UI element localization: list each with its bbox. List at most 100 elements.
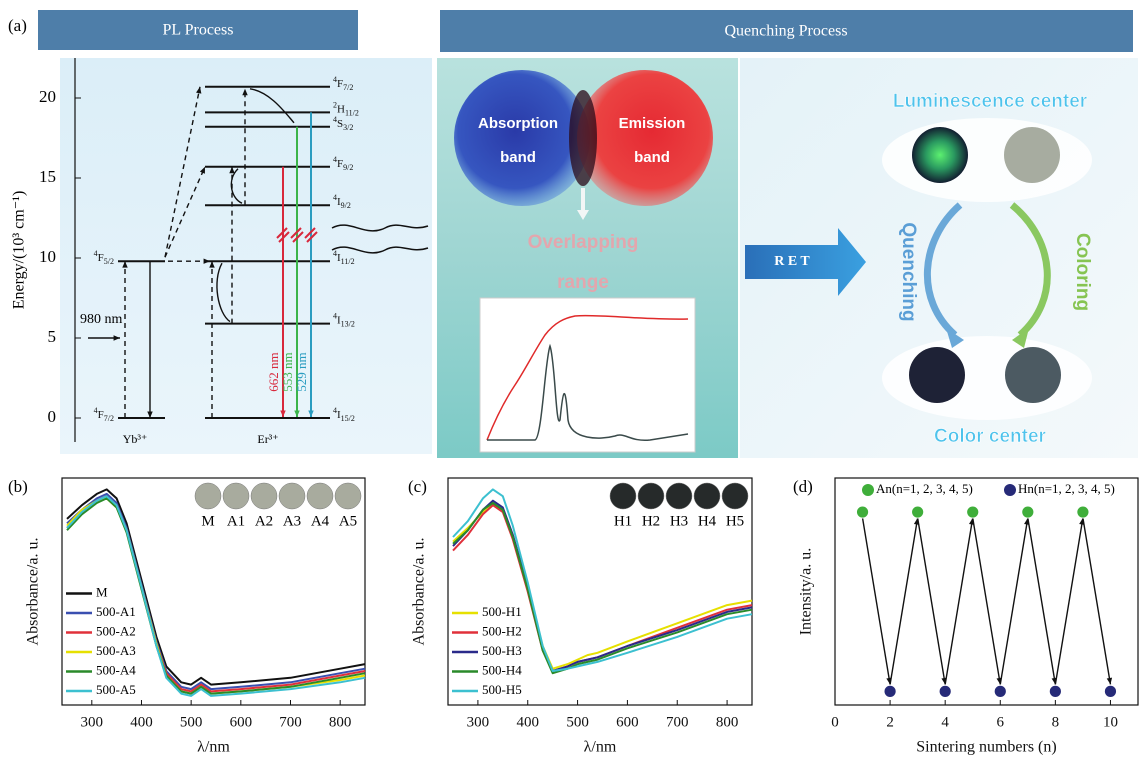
legend-label: 500-A4 — [96, 662, 136, 677]
legend-label: An(n=1, 2, 3, 4, 5) — [876, 481, 973, 496]
band-label: band — [634, 149, 670, 166]
panel-label: (d) — [793, 477, 813, 496]
sample-disc — [610, 483, 636, 509]
level-sub: 7/2 — [104, 414, 114, 423]
sample-label: H1 — [614, 513, 632, 529]
level-sub: 9/2 — [343, 163, 353, 172]
sample-label: H2 — [642, 513, 660, 529]
legend-label: 500-H4 — [482, 662, 522, 677]
panel-label: (c) — [408, 477, 427, 496]
quenching-label: Quenching — [898, 222, 919, 321]
inset-spectrum — [480, 298, 695, 452]
legend-marker — [1004, 484, 1016, 496]
x-tick-label: 500 — [180, 714, 203, 730]
disc — [912, 127, 968, 183]
sample-label: A4 — [311, 513, 330, 529]
y-tick-label: 10 — [39, 247, 56, 266]
legend-label: 500-A5 — [96, 682, 136, 697]
arrow-head — [1107, 678, 1112, 685]
x-tick-label: 700 — [279, 714, 302, 730]
emission-label: 662 nm — [266, 352, 281, 391]
x-tick-label: 6 — [997, 714, 1005, 730]
banner-title: PL Process — [163, 22, 234, 39]
sample-disc — [251, 483, 277, 509]
y-tick-label: 15 — [39, 167, 56, 186]
level-sub: 11/2 — [341, 257, 355, 266]
y-tick-label: 0 — [48, 407, 57, 426]
x-tick-label: 4 — [941, 714, 949, 730]
y-tick-label: 5 — [48, 327, 57, 346]
sample-disc — [694, 483, 720, 509]
panel-label: (a) — [8, 16, 27, 35]
y-axis-label: Energy/(10³ cm⁻¹) — [11, 191, 28, 310]
point — [1022, 506, 1034, 518]
level-sub: 11/2 — [345, 108, 359, 117]
sample-disc — [195, 483, 221, 509]
legend-label: 500-H2 — [482, 623, 522, 638]
level-sub: 13/2 — [341, 319, 355, 328]
color-center-label: Color center — [934, 426, 1047, 447]
arrow — [863, 518, 891, 684]
disc — [1004, 127, 1060, 183]
point — [884, 685, 896, 697]
sample-label: H5 — [726, 513, 744, 529]
sample-label: H3 — [670, 513, 688, 529]
arrow — [1055, 518, 1083, 684]
arrow — [973, 518, 1001, 684]
arrow — [918, 518, 946, 684]
legend-label: 500-A1 — [96, 604, 136, 619]
sample-label: H4 — [698, 513, 717, 529]
overlap-label: Overlapping — [528, 232, 639, 253]
level-sub: 7/2 — [343, 83, 353, 92]
x-tick-label: 2 — [886, 714, 894, 730]
level-sub: 5/2 — [104, 257, 114, 266]
y-tick-label: 20 — [39, 87, 56, 106]
level-sub: 9/2 — [341, 201, 351, 210]
arrow — [890, 518, 918, 684]
point — [967, 506, 979, 518]
emission-label: 529 nm — [294, 352, 309, 391]
x-tick-label: 600 — [230, 714, 253, 730]
level-term: H — [337, 103, 345, 115]
emission-label: 553 nm — [280, 352, 295, 391]
point — [1077, 506, 1089, 518]
overlap-label: range — [557, 272, 609, 293]
x-axis-label: λ/nm — [197, 739, 230, 756]
legend-label: 500-H5 — [482, 682, 522, 697]
legend-label: M — [96, 584, 108, 599]
figure: (a) PL Process Quenching Process Absorpt… — [0, 0, 1143, 762]
sample-label: A3 — [283, 513, 301, 529]
x-tick-label: 700 — [666, 714, 689, 730]
legend-label: 500-A2 — [96, 623, 136, 638]
point — [1104, 685, 1116, 697]
x-tick-label: 300 — [467, 714, 490, 730]
panel-label: (b) — [8, 477, 28, 496]
emission-circle — [577, 70, 713, 206]
y-axis-label: Absorbance/a. u. — [411, 538, 428, 646]
arrow — [1083, 518, 1111, 684]
level-sub: 3/2 — [343, 123, 353, 132]
coloring-label: Coloring — [1072, 233, 1093, 311]
y-axis-label: Intensity/a. u. — [798, 548, 815, 636]
sample-disc — [722, 483, 748, 509]
legend-label: 500-H3 — [482, 643, 522, 658]
legend-label: 500-H1 — [482, 604, 522, 619]
banner-title: Quenching Process — [724, 23, 847, 40]
disc — [1005, 347, 1061, 403]
point — [857, 506, 869, 518]
ion-label: Er³⁺ — [257, 432, 278, 446]
level-sub: 15/2 — [341, 414, 355, 423]
point — [912, 506, 924, 518]
ret-label: R E T — [774, 254, 810, 269]
x-axis-label: Sintering numbers (n) — [916, 739, 1056, 756]
ion-label: Yb³⁺ — [123, 432, 148, 446]
x-tick-label: 400 — [130, 714, 153, 730]
sample-label: A2 — [255, 513, 273, 529]
band-label: Emission — [619, 115, 686, 132]
sample-disc — [223, 483, 249, 509]
plot-frame — [835, 478, 1138, 705]
luminescence-label: Luminescence center — [893, 91, 1088, 112]
x-tick-label: 800 — [716, 714, 739, 730]
excitation-label: 980 nm — [80, 312, 123, 327]
arrow — [1028, 518, 1056, 684]
